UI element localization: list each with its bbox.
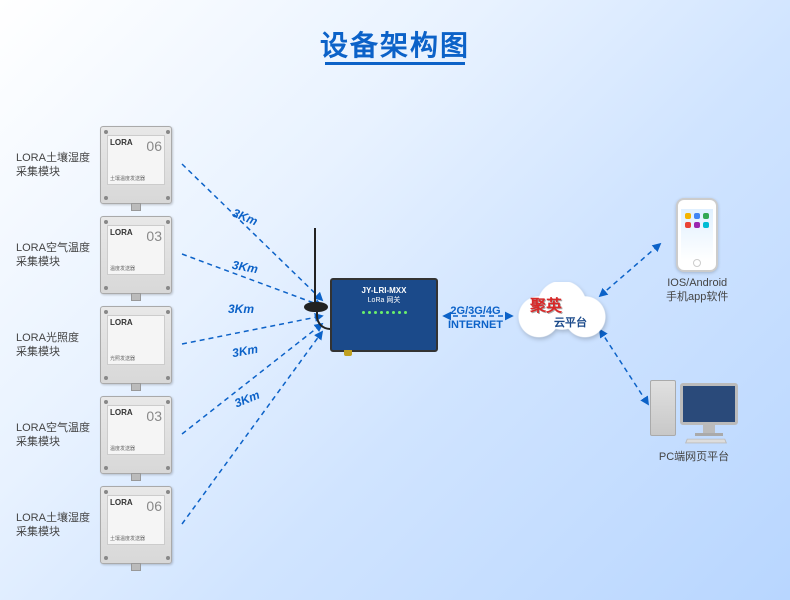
sensor-lora-text: LORA	[110, 498, 133, 514]
sensor-lora-text: LORA	[110, 228, 133, 244]
phone-icon	[676, 198, 718, 272]
pc-icon	[650, 380, 738, 436]
sensor-model-num: 03	[146, 408, 162, 424]
pc-client: PC端网页平台	[650, 380, 738, 464]
sensor-device-icon: LORA 光照发送器	[100, 306, 172, 384]
sensor-module: LORA土壤湿度 采集模块 LORA 06 土壤温度发送器	[16, 126, 172, 204]
sensor-model-num: 03	[146, 228, 162, 244]
sensor-device-icon: LORA 03 温度发送器	[100, 216, 172, 294]
sensor-device-icon: LORA 06 土壤温度发送器	[100, 126, 172, 204]
cloud-brand: 聚英	[530, 292, 562, 316]
sensor-subtitle: 温度发送器	[110, 445, 162, 452]
lora-gateway: JY-LRI-MXX LoRa 网关	[330, 278, 438, 352]
mobile-client: IOS/Android 手机app软件	[666, 198, 728, 305]
gateway-connector-icon	[344, 350, 352, 356]
sensor-subtitle: 光照发送器	[110, 355, 162, 362]
title-underline	[325, 62, 465, 65]
gateway-leds-icon	[362, 311, 407, 314]
sensor-device-icon: LORA 03 温度发送器	[100, 396, 172, 474]
sensor-module: LORA空气温度 采集模块 LORA 03 温度发送器	[16, 396, 172, 474]
sensor-module: LORA土壤湿度 采集模块 LORA 06 土壤温度发送器	[16, 486, 172, 564]
sensor-label: LORA土壤湿度 采集模块	[16, 151, 94, 180]
sensor-model-num: 06	[146, 138, 162, 154]
diagram-title: 设备架构图	[320, 24, 470, 64]
sensor-subtitle: 温度发送器	[110, 265, 162, 272]
pc-label: PC端网页平台	[659, 448, 729, 464]
sensor-label: LORA土壤湿度 采集模块	[16, 511, 94, 540]
sensor-model-num: 06	[146, 498, 162, 514]
sensor-subtitle: 土壤温度发送器	[110, 535, 162, 542]
sensor-subtitle: 土壤温度发送器	[110, 175, 162, 182]
gateway-model: JY-LRI-MXX	[362, 286, 407, 295]
cloud-platform: 聚英 云平台	[516, 282, 608, 340]
sensor-lora-text: LORA	[110, 408, 133, 424]
sensor-label: LORA光照度 采集模块	[16, 331, 94, 360]
internet-label: 2G/3G/4G INTERNET	[448, 304, 503, 333]
sensor-label: LORA空气温度 采集模块	[16, 241, 94, 270]
sensor-module: LORA空气温度 采集模块 LORA 03 温度发送器	[16, 216, 172, 294]
sensor-module: LORA光照度 采集模块 LORA 光照发送器	[16, 306, 172, 384]
distance-label: 3Km	[228, 302, 254, 316]
sensor-device-icon: LORA 06 土壤温度发送器	[100, 486, 172, 564]
cloud-label: 云平台	[554, 314, 587, 330]
phone-label: IOS/Android 手机app软件	[666, 276, 728, 305]
sensor-lora-text: LORA	[110, 138, 133, 154]
sensor-label: LORA空气温度 采集模块	[16, 421, 94, 450]
gateway-subtitle: LoRa 网关	[368, 295, 401, 305]
sensor-lora-text: LORA	[110, 318, 133, 327]
